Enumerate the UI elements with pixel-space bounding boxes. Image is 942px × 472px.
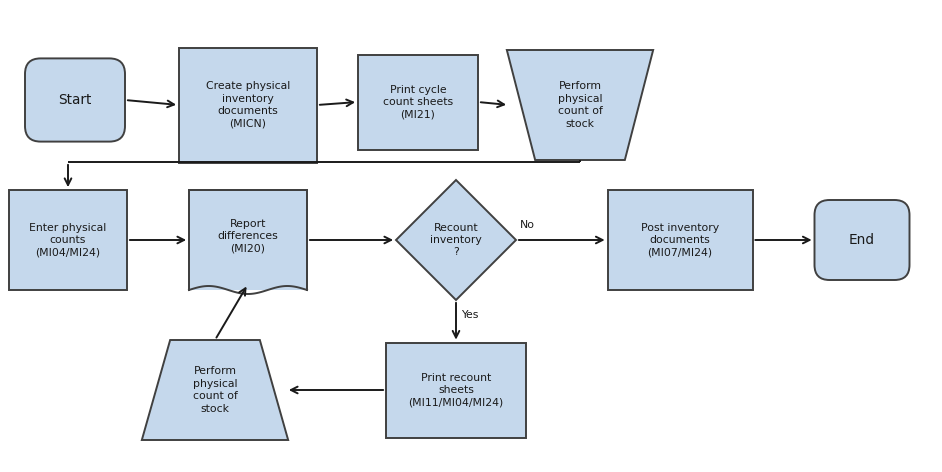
Polygon shape [396,180,516,300]
Text: Start: Start [58,93,91,107]
Text: End: End [849,233,875,247]
Bar [179,48,317,162]
Bar [608,190,753,290]
FancyBboxPatch shape [815,200,909,280]
Text: Yes: Yes [461,310,479,320]
Text: No: No [520,220,535,230]
Polygon shape [507,50,653,160]
Text: Perform
physical
count of
stock: Perform physical count of stock [192,366,237,413]
Bar [358,54,478,150]
Bar [189,190,307,290]
Text: Print cycle
count sheets
(MI21): Print cycle count sheets (MI21) [383,84,453,119]
Text: Report
differences
(MI20): Report differences (MI20) [218,219,279,253]
Text: Recount
inventory
?: Recount inventory ? [430,223,482,257]
Text: Enter physical
counts
(MI04/MI24): Enter physical counts (MI04/MI24) [29,223,106,257]
Text: Perform
physical
count of
stock: Perform physical count of stock [558,81,603,128]
Text: Print recount
sheets
(MI11/MI04/MI24): Print recount sheets (MI11/MI04/MI24) [409,372,504,407]
Bar [386,343,526,438]
Polygon shape [142,340,288,440]
Text: Create physical
inventory
documents
(MICN): Create physical inventory documents (MIC… [206,81,290,128]
Bar [9,190,127,290]
Text: Post inventory
documents
(MI07/MI24): Post inventory documents (MI07/MI24) [641,223,719,257]
FancyBboxPatch shape [25,59,125,142]
